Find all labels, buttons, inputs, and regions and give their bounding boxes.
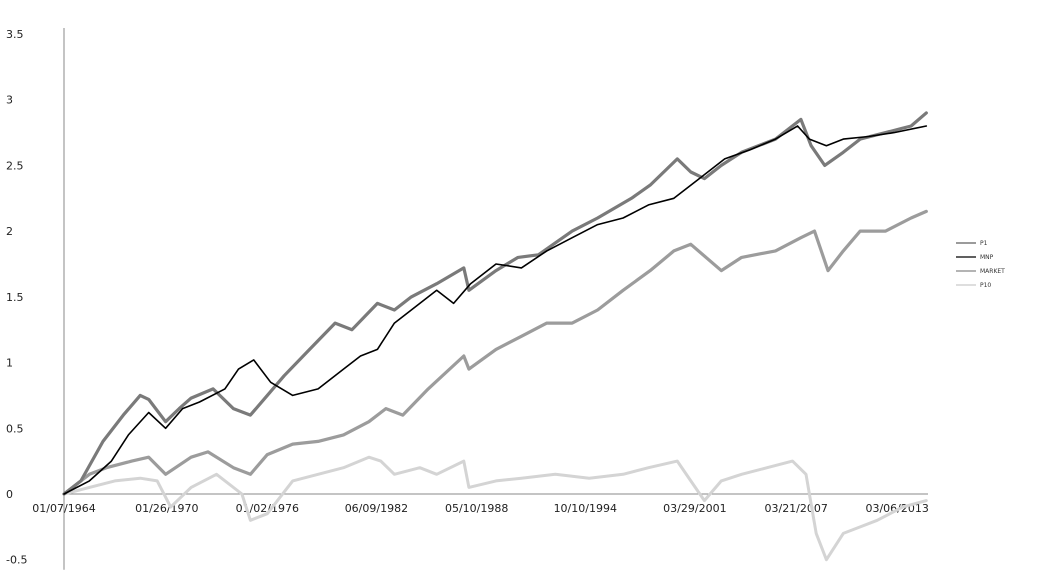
- legend-label: MNP: [980, 254, 994, 261]
- y-tick-label: 3.5: [6, 28, 24, 41]
- series-line-market: [62, 209, 928, 496]
- legend-label: P1: [980, 240, 988, 247]
- x-axis: 01/07/1964 01/26/1970 01/02/1976 06/09/1982…: [32, 493, 929, 515]
- x-tick-label: 01/07/1964: [32, 502, 95, 515]
- series-line-mnp: [63, 125, 928, 495]
- y-tick-label: 1: [6, 357, 13, 370]
- x-tick-label: 03/29/2001: [663, 502, 726, 515]
- x-tick-label: 01/26/1970: [135, 502, 198, 515]
- y-tick-label: 0.5: [6, 422, 24, 435]
- series-line-p1: [62, 111, 928, 496]
- series-line-p10: [62, 455, 928, 562]
- x-tick-label: 10/10/1994: [554, 502, 617, 515]
- y-tick-label: 2: [6, 225, 13, 238]
- y-tick-label: 2.5: [6, 159, 24, 172]
- x-tick-label: 03/21/2007: [764, 502, 827, 515]
- legend-label: MARKET: [980, 268, 1005, 275]
- x-tick-label: 06/09/1982: [345, 502, 408, 515]
- legend-label: P10: [980, 282, 991, 289]
- x-tick-label: 01/02/1976: [236, 502, 299, 515]
- y-axis: -0.5 0 0.5 1 1.5 2 2.5 3 3.5: [6, 28, 65, 570]
- y-tick-label: 1.5: [6, 291, 24, 304]
- series-layer: [62, 111, 928, 562]
- legend: P1 MNP MARKET P10: [956, 240, 1005, 289]
- x-tick-label: 05/10/1988: [445, 502, 508, 515]
- y-tick-label: 3: [6, 94, 13, 107]
- y-tick-label: 0: [6, 488, 13, 501]
- y-tick-label: -0.5: [6, 554, 27, 567]
